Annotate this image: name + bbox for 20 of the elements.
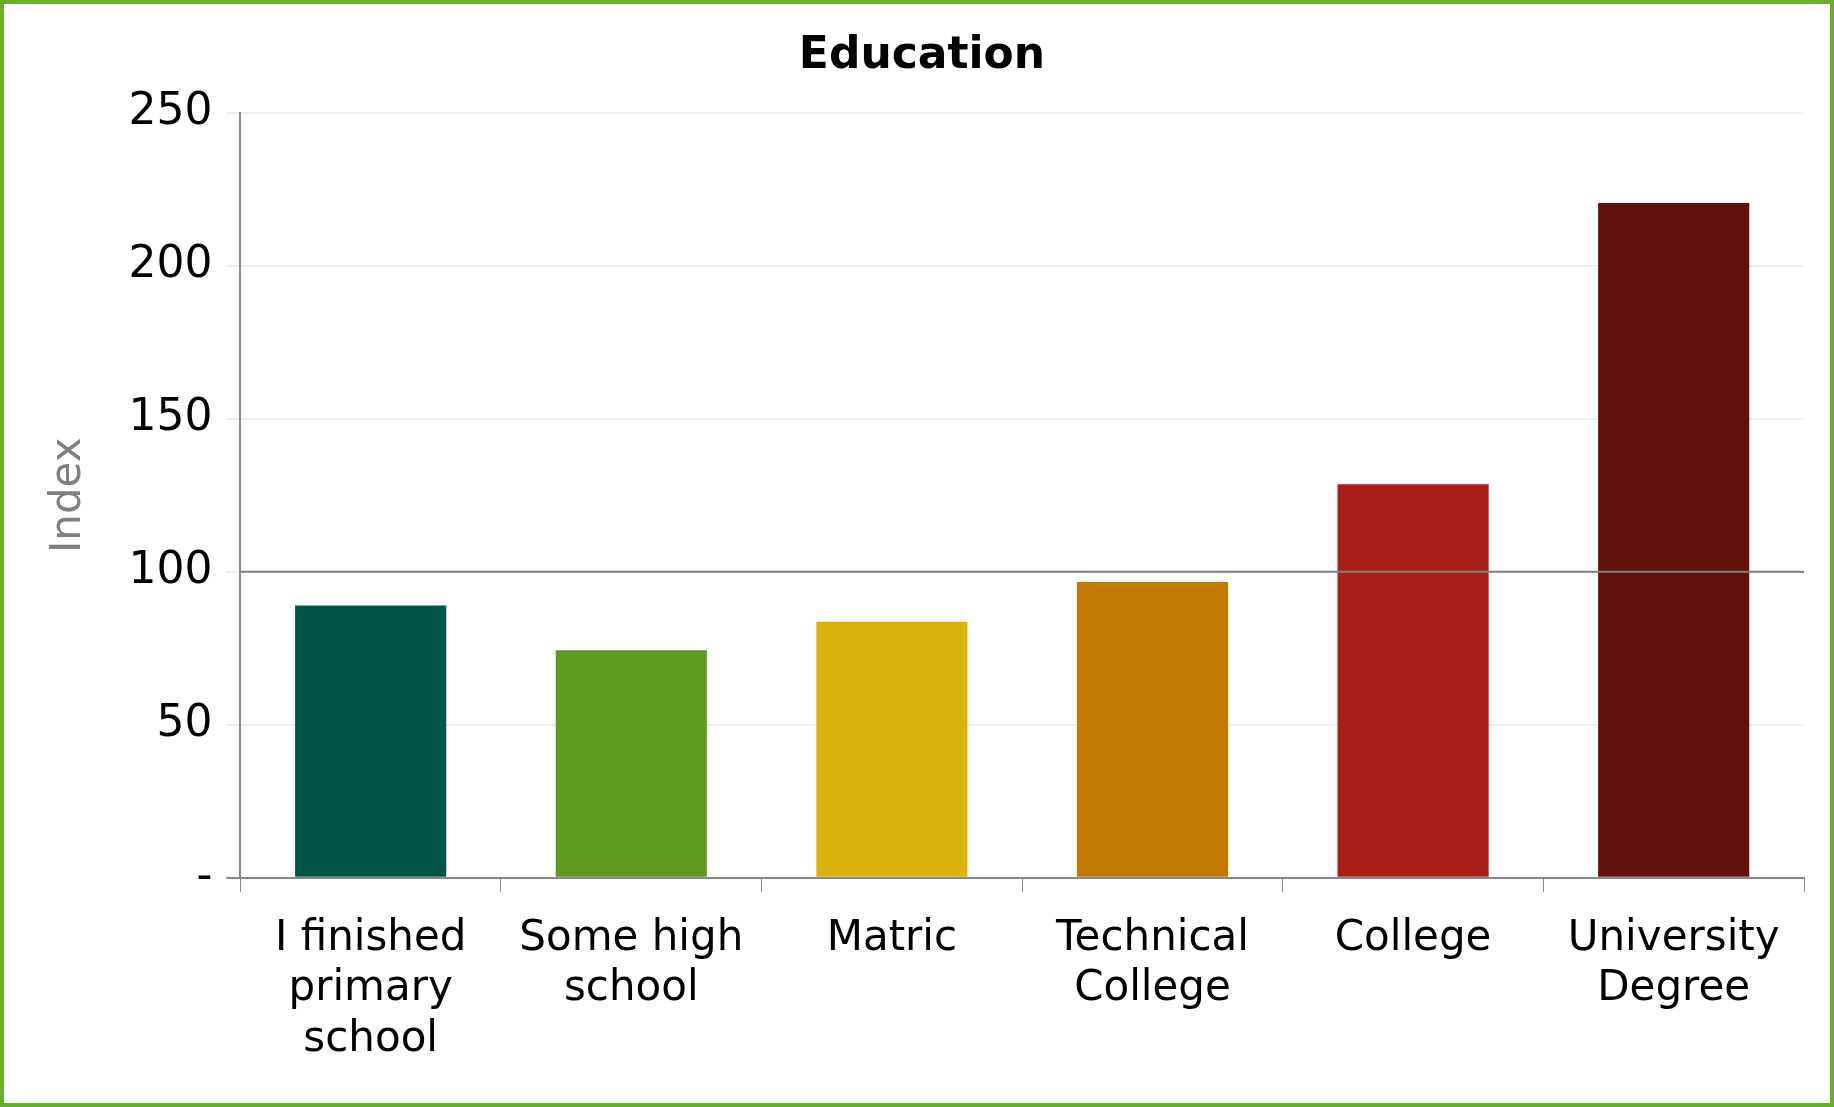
y-tick-label: 200 bbox=[128, 236, 213, 288]
y-axis-title: Index bbox=[41, 437, 91, 554]
bar bbox=[1076, 581, 1229, 877]
y-tick-label: 50 bbox=[156, 695, 213, 747]
x-tick-label: University Degree bbox=[1567, 910, 1780, 1011]
y-tick-label: - bbox=[196, 848, 213, 900]
bar bbox=[1337, 484, 1489, 877]
bar bbox=[816, 621, 968, 877]
y-tick-label: 150 bbox=[128, 389, 213, 441]
bar bbox=[1598, 203, 1750, 877]
x-tick-label: College bbox=[1334, 910, 1492, 960]
x-tick-label: I finished primary school bbox=[274, 910, 467, 1061]
y-tick-label: 100 bbox=[128, 542, 213, 594]
x-tick-label: Some high school bbox=[519, 910, 744, 1011]
x-tick-label: Technical College bbox=[1055, 910, 1249, 1011]
bar bbox=[555, 650, 707, 877]
chart-title: Education bbox=[798, 26, 1046, 78]
bar bbox=[295, 605, 447, 877]
x-tick-label: Matric bbox=[826, 910, 958, 960]
y-tick-label: 250 bbox=[128, 83, 213, 135]
